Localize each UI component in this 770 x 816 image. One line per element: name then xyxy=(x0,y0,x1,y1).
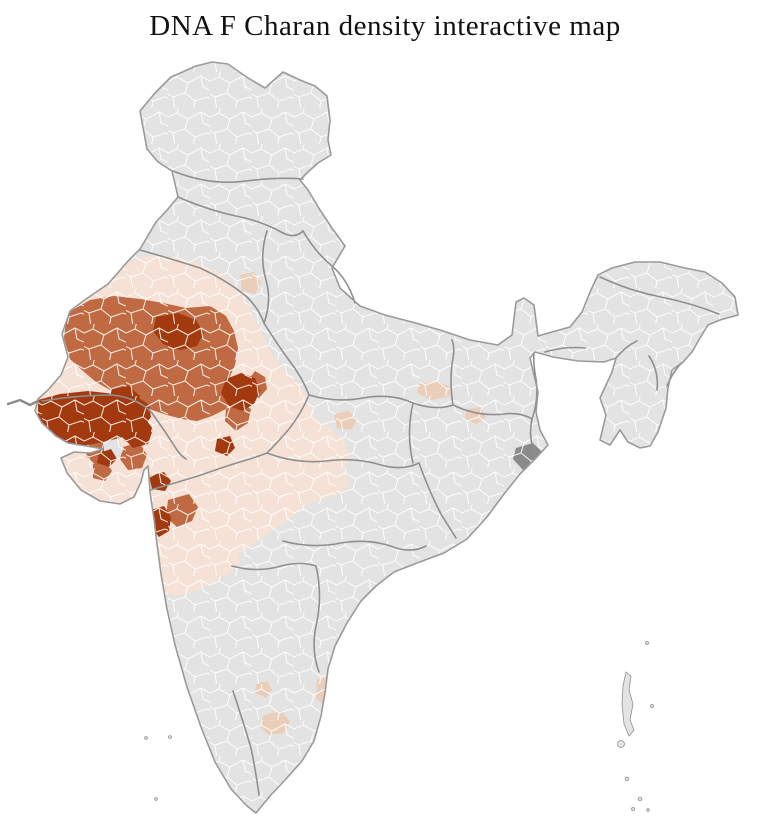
map-title: DNA F Charan density interactive map xyxy=(149,10,621,42)
rann-creek-line xyxy=(6,398,40,407)
state-borders xyxy=(41,170,720,796)
region-lakshadweep-islands[interactable] xyxy=(144,735,172,801)
region-andaman-islands[interactable] xyxy=(617,641,654,812)
district-mesh xyxy=(35,62,738,813)
